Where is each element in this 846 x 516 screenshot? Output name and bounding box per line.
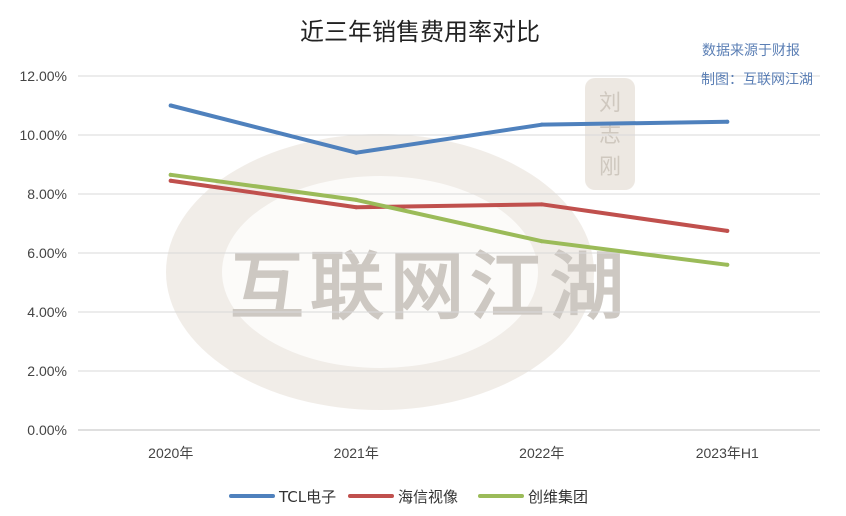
x-axis-ticks: 2020年 2021年 2022年 2023年H1 [148,445,759,461]
source-line-1: 数据来源于财报 [702,43,800,59]
y-tick-label: 2.00% [27,363,67,379]
grid-lines [78,75,820,431]
series-lines [168,103,730,267]
data-point [539,239,544,244]
legend: TCL电子 海信视像 创维集团 [229,488,588,506]
data-point [354,150,359,155]
y-tick-label: 4.00% [27,304,67,320]
watermark-text: 互联网江湖 [230,244,630,330]
data-point [725,228,730,233]
data-point [354,205,359,210]
series-line-1 [168,103,730,155]
data-point [725,262,730,267]
y-axis-ticks: 0.00% 2.00% 4.00% 6.00% 8.00% 10.00% 12.00% [20,68,67,438]
y-tick-label: 10.00% [20,127,67,143]
legend-item: TCL电子 [229,488,336,506]
legend-label: 创维集团 [528,488,588,506]
legend-label: 海信视像 [398,488,458,506]
data-point [168,178,173,183]
legend-item: 海信视像 [348,488,458,506]
seal-char-3: 刚 [599,155,621,180]
data-point [539,202,544,207]
y-tick-label: 6.00% [27,245,67,261]
data-point [725,119,730,124]
seal-stamp: 刘 志 刚 [585,78,635,190]
y-tick-label: 0.00% [27,422,67,438]
data-point [168,172,173,177]
y-tick-label: 8.00% [27,186,67,202]
data-point [168,103,173,108]
series-line-3 [168,172,730,267]
source-line-2: 制图：互联网江湖 [701,72,813,88]
x-tick-label: 2022年 [519,445,564,461]
series-line-2 [168,178,730,233]
x-tick-label: 2020年 [148,445,193,461]
seal-char-1: 刘 [599,91,621,116]
x-tick-label: 2021年 [334,445,379,461]
data-point [354,197,359,202]
chart-title: 近三年销售费用率对比 [300,18,540,46]
y-tick-label: 12.00% [20,68,67,84]
legend-label: TCL电子 [278,488,336,506]
x-tick-label: 2023年H1 [696,445,759,461]
legend-item: 创维集团 [478,488,588,506]
data-point [539,122,544,127]
